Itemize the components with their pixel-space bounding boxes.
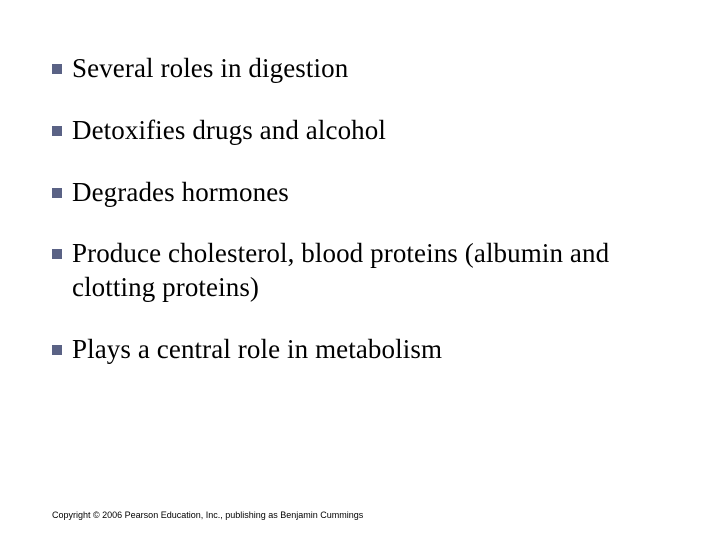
bullet-text: Detoxifies drugs and alcohol — [72, 114, 386, 148]
bullet-icon — [52, 126, 62, 136]
list-item: Produce cholesterol, blood proteins (alb… — [52, 237, 668, 305]
copyright-text: Copyright © 2006 Pearson Education, Inc.… — [52, 510, 363, 520]
bullet-icon — [52, 345, 62, 355]
bullet-icon — [52, 249, 62, 259]
bullet-icon — [52, 64, 62, 74]
bullet-text: Several roles in digestion — [72, 52, 348, 86]
list-item: Degrades hormones — [52, 176, 668, 210]
list-item: Several roles in digestion — [52, 52, 668, 86]
slide-content: Several roles in digestion Detoxifies dr… — [0, 0, 720, 367]
list-item: Detoxifies drugs and alcohol — [52, 114, 668, 148]
bullet-text: Produce cholesterol, blood proteins (alb… — [72, 237, 668, 305]
bullet-icon — [52, 188, 62, 198]
bullet-text: Degrades hormones — [72, 176, 289, 210]
bullet-text: Plays a central role in metabolism — [72, 333, 442, 367]
list-item: Plays a central role in metabolism — [52, 333, 668, 367]
